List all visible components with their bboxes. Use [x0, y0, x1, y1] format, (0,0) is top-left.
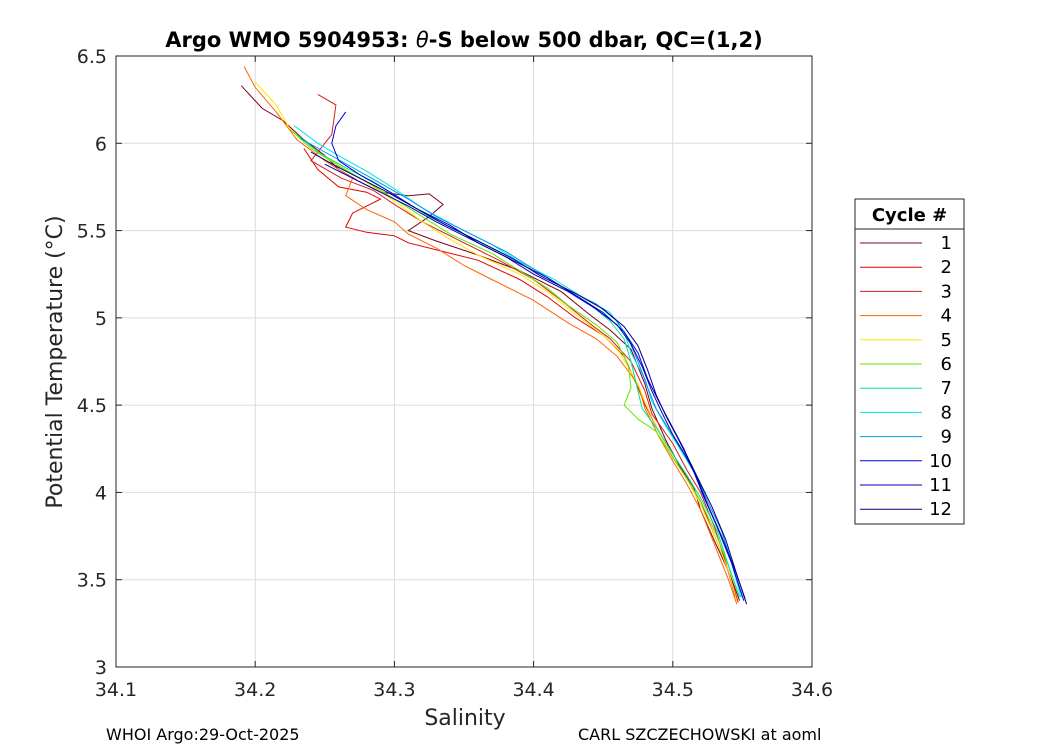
x-axis-label: Salinity: [424, 706, 505, 731]
footer-left-credit: WHOI Argo:29-Oct-2025: [106, 725, 300, 744]
legend-title: Cycle #: [872, 205, 947, 226]
chart-title: Argo WMO 5904953: θ-S below 500 dbar, QC…: [165, 28, 762, 52]
plot-frame: [115, 55, 813, 668]
legend-label-cycle-9: 9: [941, 427, 952, 448]
legend-label-cycle-6: 6: [941, 354, 952, 375]
x-tick-label: 34.3: [373, 679, 415, 701]
series-line-cycle-6: [289, 128, 741, 598]
legend-label-cycle-4: 4: [941, 306, 952, 327]
legend-label-cycle-2: 2: [941, 257, 952, 278]
series-line-cycle-4: [243, 66, 738, 605]
y-tick-label: 4: [95, 482, 107, 504]
legend-label-cycle-12: 12: [929, 499, 952, 520]
y-axis-label: Potential Temperature (°C): [43, 215, 68, 508]
footer-right-credit: CARL SZCZECHOWSKI at aoml: [578, 725, 822, 744]
y-tick-label: 5: [95, 308, 107, 330]
x-tick-label: 34.6: [791, 679, 833, 701]
legend-label-cycle-7: 7: [941, 378, 952, 399]
legend-label-cycle-3: 3: [941, 281, 952, 302]
plot-area: 34.1 34.2 34.3 34.4 34.5 34.6 3 3.5 4 4.5 5 5.5 6 6.5: [77, 46, 833, 701]
legend-box: [854, 198, 965, 525]
legend-label-cycle-8: 8: [941, 402, 952, 423]
y-tick-label: 3.5: [77, 570, 107, 592]
y-tick-label: 3: [95, 657, 107, 679]
chart-title-symbol: θ: [416, 28, 429, 52]
x-tick-label: 34.1: [95, 679, 137, 701]
plot-background: [116, 56, 812, 667]
series-line-cycle-11: [324, 163, 746, 600]
y-tick-label: 5.5: [77, 221, 107, 243]
x-tick-label: 34.4: [512, 679, 554, 701]
series-line-cycle-12: [310, 151, 748, 605]
legend-label-cycle-1: 1: [941, 233, 952, 254]
chart-title-suffix: -S below 500 dbar, QC=(1,2): [429, 28, 763, 52]
legend-label-cycle-11: 11: [929, 475, 952, 496]
x-tick-label: 34.5: [652, 679, 694, 701]
y-tick-label: 6: [95, 133, 107, 155]
y-tick-label: 6.5: [77, 46, 107, 68]
y-tick-label: 4.5: [77, 395, 107, 417]
x-tick-label: 34.2: [234, 679, 276, 701]
chart-title-prefix: Argo WMO 5904953:: [165, 28, 416, 52]
legend-label-cycle-10: 10: [929, 451, 952, 472]
legend-label-cycle-5: 5: [941, 330, 952, 351]
